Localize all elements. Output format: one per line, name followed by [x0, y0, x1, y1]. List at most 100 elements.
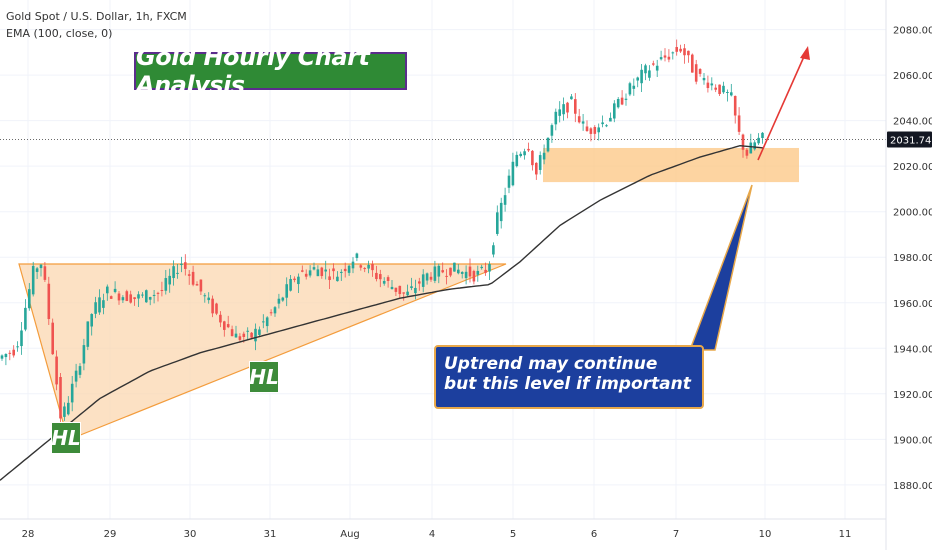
candle [180, 256, 183, 273]
candle [219, 311, 222, 328]
candle [390, 280, 394, 290]
price-axis[interactable]: 1880.00 1900.00 1920.00 1940.00 1960.00 1980.… [893, 26, 932, 492]
candle [410, 277, 413, 291]
candle [172, 260, 175, 286]
candle [70, 375, 74, 412]
candle [164, 269, 168, 295]
candle [102, 293, 105, 315]
candle [375, 265, 378, 282]
candle [293, 276, 296, 283]
candle [691, 53, 694, 73]
candle [184, 254, 187, 276]
candle [648, 65, 651, 81]
candle [503, 187, 507, 212]
candle [63, 402, 66, 421]
candle [613, 100, 616, 123]
candle [628, 81, 632, 97]
candle [499, 197, 503, 229]
candle [492, 242, 495, 258]
candle [137, 291, 140, 307]
grid [0, 0, 886, 519]
candle [761, 132, 764, 144]
candle [601, 115, 604, 128]
x-tick-label: Aug [340, 529, 360, 540]
candle [258, 326, 261, 337]
candle [488, 261, 491, 280]
indicator-legend: EMA (100, close, 0) [6, 27, 113, 40]
candle [698, 68, 702, 77]
candle [117, 290, 121, 305]
higher-low-tag-2: HL [249, 361, 279, 393]
candle [67, 396, 70, 416]
candle [468, 258, 472, 283]
candle [433, 260, 437, 284]
higher-low-tag-1: HL [51, 422, 81, 454]
candle [472, 269, 476, 285]
candle [535, 162, 538, 180]
x-tick-label: 10 [759, 529, 772, 540]
candle [308, 265, 312, 278]
candle [4, 353, 8, 366]
candle [355, 252, 359, 262]
candle [702, 73, 706, 85]
candle [31, 261, 35, 297]
x-tick-label: 6 [591, 529, 597, 540]
candle [687, 50, 690, 63]
candle [726, 89, 729, 102]
x-tick-label: 4 [429, 529, 435, 540]
candle [406, 284, 409, 297]
candle [59, 373, 62, 423]
candle [577, 108, 581, 124]
candle [109, 295, 113, 300]
candle [589, 127, 593, 142]
candle [203, 293, 207, 303]
candle [129, 290, 132, 304]
y-tick-label: 1980.00 [893, 253, 932, 264]
candles [0, 39, 764, 423]
x-tick-label: 29 [104, 529, 117, 540]
candle [351, 257, 355, 274]
candle [640, 64, 643, 93]
candle [160, 281, 164, 297]
candle [644, 63, 647, 81]
candle [558, 101, 561, 123]
candle [593, 125, 597, 140]
candle [39, 264, 43, 277]
candle [148, 296, 152, 306]
candle [554, 108, 558, 131]
candle [429, 272, 433, 282]
x-tick-label: 30 [184, 529, 197, 540]
candle [343, 262, 347, 278]
candle [363, 267, 366, 273]
candle [382, 277, 386, 286]
candle [145, 289, 148, 303]
candle [332, 263, 335, 280]
candle [113, 281, 117, 294]
y-tick-label: 2060.00 [893, 71, 932, 82]
candle [320, 266, 324, 279]
candle [106, 284, 109, 301]
candle [745, 147, 749, 159]
price-badge: 2031.74 [887, 131, 932, 148]
candle [55, 350, 58, 391]
candle [367, 260, 370, 274]
x-tick-label: 11 [839, 529, 852, 540]
candle [464, 265, 468, 285]
time-axis[interactable]: 28 29 30 31 Aug 4 5 6 7 10 11 [22, 529, 852, 540]
candle [24, 299, 27, 332]
candle [476, 265, 480, 282]
candle [402, 292, 405, 301]
candle [16, 341, 19, 352]
candle [371, 260, 374, 277]
candle [566, 101, 569, 119]
arrow-head [800, 46, 810, 60]
candle [199, 279, 203, 295]
candle [238, 333, 242, 343]
candle [585, 120, 589, 132]
candle [301, 265, 304, 273]
candle [398, 285, 402, 299]
x-tick-label: 7 [673, 529, 679, 540]
candle [211, 295, 214, 318]
